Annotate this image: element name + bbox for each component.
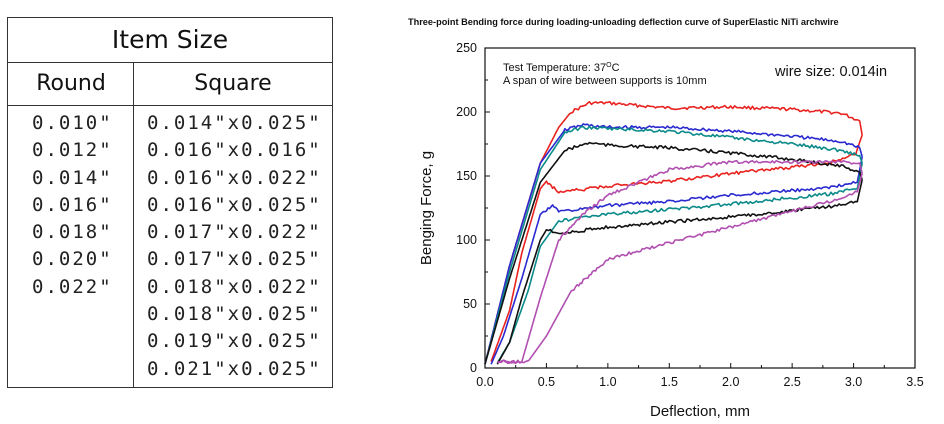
x-tick-label: 3.0 <box>845 375 862 389</box>
round-size: 0.014" <box>32 166 113 189</box>
square-size: 0.021"x0.025" <box>147 357 322 380</box>
square-sizes-list: 0.014"x0.025" 0.016"x0.016" 0.016"x0.022… <box>147 110 322 383</box>
wire-size-annotation: wire size: 0.014in <box>774 64 887 80</box>
square-size: 0.016"x0.025" <box>147 193 322 216</box>
round-header: Round <box>8 63 134 106</box>
y-tick-label: 50 <box>463 297 477 311</box>
square-size: 0.018"x0.025" <box>147 303 322 326</box>
y-tick-label: 0 <box>470 361 477 375</box>
x-tick-label: 3.5 <box>906 375 923 389</box>
round-size: 0.010" <box>32 112 113 134</box>
series-5-loading-curve <box>496 159 863 364</box>
square-size: 0.017"x0.025" <box>147 248 322 271</box>
column-divider <box>133 63 134 387</box>
axis-ticks: 0.0 0.5 1.0 1.5 2.0 2.5 3.0 3.5 0 50 100 150 200 250 <box>456 41 924 389</box>
round-size: 0.022" <box>32 275 113 298</box>
round-sizes-list: 0.010" 0.012" 0.014" 0.016" 0.018" 0.020… <box>32 110 113 301</box>
x-tick-label: 0.0 <box>476 375 493 389</box>
round-size: 0.018" <box>32 221 113 244</box>
x-tick-label: 1.5 <box>661 375 678 389</box>
chart-canvas: Three-point Bending force during loading… <box>408 17 924 420</box>
square-size: 0.014"x0.025" <box>147 112 322 134</box>
y-tick-label: 100 <box>456 233 477 247</box>
square-size: 0.017"x0.022" <box>147 221 322 244</box>
square-size: 0.016"x0.016" <box>147 139 322 162</box>
series-3-unloading-curve <box>496 163 863 364</box>
series-4-loading-curve <box>484 141 863 365</box>
round-size: 0.020" <box>32 248 113 271</box>
span-annotation: A span of wire between supports is 10mm <box>503 75 707 87</box>
y-axis-title: Benging Force, g <box>418 151 435 265</box>
y-tick-label: 250 <box>456 41 477 55</box>
bending-force-chart: Three-point Bending force during loading… <box>405 0 944 424</box>
chart-title: Three-point Bending force during loading… <box>408 17 839 27</box>
y-tick-label: 200 <box>456 105 477 119</box>
round-size: 0.016" <box>32 193 113 216</box>
y-tick-label: 150 <box>456 169 477 183</box>
series-2-unloading-curve <box>490 156 863 365</box>
x-tick-label: 2.5 <box>783 375 800 389</box>
square-size: 0.019"x0.025" <box>147 330 322 353</box>
x-axis-title: Deflection, mm <box>650 403 750 420</box>
table-title: Item Size <box>8 18 332 63</box>
square-size: 0.018"x0.022" <box>147 275 322 298</box>
x-tick-label: 0.5 <box>538 375 555 389</box>
series-3-loading-curve <box>484 125 863 365</box>
square-header: Square <box>134 63 332 106</box>
square-size: 0.016"x0.022" <box>147 166 322 189</box>
series-1-unloading-curve <box>490 134 863 362</box>
item-size-table: Item Size Round Square 0.010" 0.012" 0.0… <box>7 17 333 388</box>
x-tick-label: 2.0 <box>722 375 739 389</box>
round-size: 0.012" <box>32 139 113 162</box>
series-1-loading-curve <box>484 100 863 365</box>
x-tick-label: 1.0 <box>599 375 616 389</box>
series-5-unloading-curve <box>497 173 863 364</box>
series-group <box>484 100 863 365</box>
temperature-annotation: Test Temperature: 37OC <box>503 62 620 74</box>
